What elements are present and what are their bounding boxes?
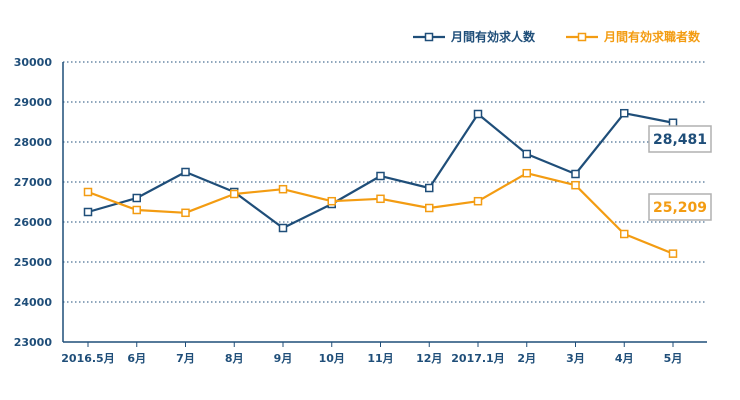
- gridlines: [63, 61, 707, 303]
- y-axis-tick-labels: 23000 24000 25000 26000 27000 28000 29000 30000: [14, 56, 53, 349]
- x-tick-label: 12月: [416, 352, 442, 365]
- data-point: [668, 249, 678, 258]
- y-tick-label: 25000: [14, 256, 53, 269]
- y-tick-label: 26000: [14, 216, 53, 229]
- series-line-2: [87, 172, 674, 255]
- axes: [62, 62, 707, 347]
- data-point: [83, 187, 93, 197]
- x-tick-label: 2月: [517, 352, 536, 365]
- data-point: [132, 205, 141, 215]
- x-tick-label: 2017.1月: [451, 352, 504, 365]
- y-tick-label: 29000: [14, 96, 53, 109]
- y-tick-label: 27000: [14, 176, 53, 189]
- x-tick-label: 5月: [664, 352, 683, 365]
- data-point: [473, 109, 483, 119]
- x-tick-label: 6月: [127, 352, 146, 365]
- legend: 月間有効求人数 月間有効求職者数: [413, 29, 701, 44]
- x-tick-label: 3月: [566, 352, 585, 365]
- data-point: [132, 193, 141, 203]
- x-tick-label: 2016.5月: [61, 352, 114, 365]
- data-point: [230, 189, 239, 199]
- callout-box: [648, 193, 712, 221]
- series-line-1: [87, 112, 674, 230]
- callout-value: 25,209: [653, 200, 707, 216]
- data-point: [327, 196, 336, 206]
- data-point: [522, 149, 531, 159]
- y-tick-label: 30000: [14, 56, 53, 69]
- x-tick-label: 8月: [225, 352, 244, 365]
- data-point: [376, 194, 385, 204]
- series-group: [83, 108, 678, 258]
- legend-swatch-marker: [577, 32, 587, 42]
- x-tick-label: 9月: [274, 352, 293, 365]
- data-point: [425, 183, 434, 193]
- data-point: [571, 180, 580, 190]
- data-point: [473, 196, 483, 206]
- data-point: [668, 118, 678, 128]
- data-point: [522, 168, 531, 178]
- data-point: [571, 169, 580, 179]
- y-tick-label: 23000: [14, 336, 53, 349]
- data-point: [620, 229, 629, 239]
- x-tick-label: 11月: [367, 352, 393, 365]
- data-point: [278, 223, 288, 233]
- y-tick-label: 24000: [14, 296, 53, 309]
- x-tick-label: 10月: [319, 352, 345, 365]
- data-point: [376, 171, 385, 181]
- data-point: [181, 167, 190, 177]
- y-tick-label: 28000: [14, 136, 53, 149]
- data-point: [425, 203, 434, 213]
- x-axis-tick-labels: 2016.5月 6月 7月 8月 9月 10月 11月 12月 2017.1月 2月 3月 4月 5月: [61, 352, 682, 365]
- x-tick-label: 7月: [176, 352, 195, 365]
- data-point: [83, 207, 93, 217]
- x-tick-label: 4月: [615, 352, 634, 365]
- callout-box: [648, 125, 712, 153]
- data-point: [278, 184, 288, 194]
- legend-label: 月間有効求人数: [450, 29, 536, 44]
- callout-value: 28,481: [653, 132, 707, 148]
- data-point: [181, 208, 190, 218]
- data-point: [620, 108, 629, 118]
- legend-label: 月間有効求職者数: [603, 29, 701, 44]
- legend-swatch-marker: [424, 32, 434, 42]
- callouts: 28,481 25,209: [648, 125, 712, 221]
